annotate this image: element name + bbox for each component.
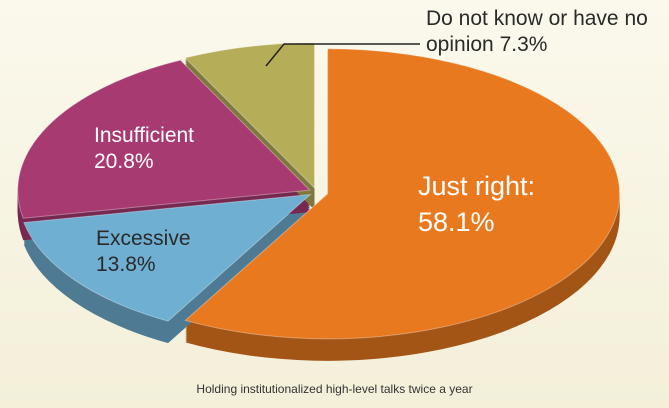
category-label: Excessive xyxy=(96,226,191,252)
slice-label: Do not know or have no opinion 7.3% xyxy=(426,6,666,58)
chart: Just right:58.1% Excessive13.8% Insuffic… xyxy=(0,0,669,408)
category-label: Just right: xyxy=(418,168,535,204)
value-label: 58.1% xyxy=(418,204,535,240)
value-label: 13.8% xyxy=(96,252,191,278)
caption: Holding institutionalized high-level tal… xyxy=(0,382,669,396)
category-label: Insufficient xyxy=(94,123,194,149)
pie-canvas xyxy=(0,0,669,408)
value-label: 20.8% xyxy=(94,149,194,175)
value-label: 7.3% xyxy=(500,33,548,56)
slice-label: Just right:58.1% xyxy=(418,168,535,240)
